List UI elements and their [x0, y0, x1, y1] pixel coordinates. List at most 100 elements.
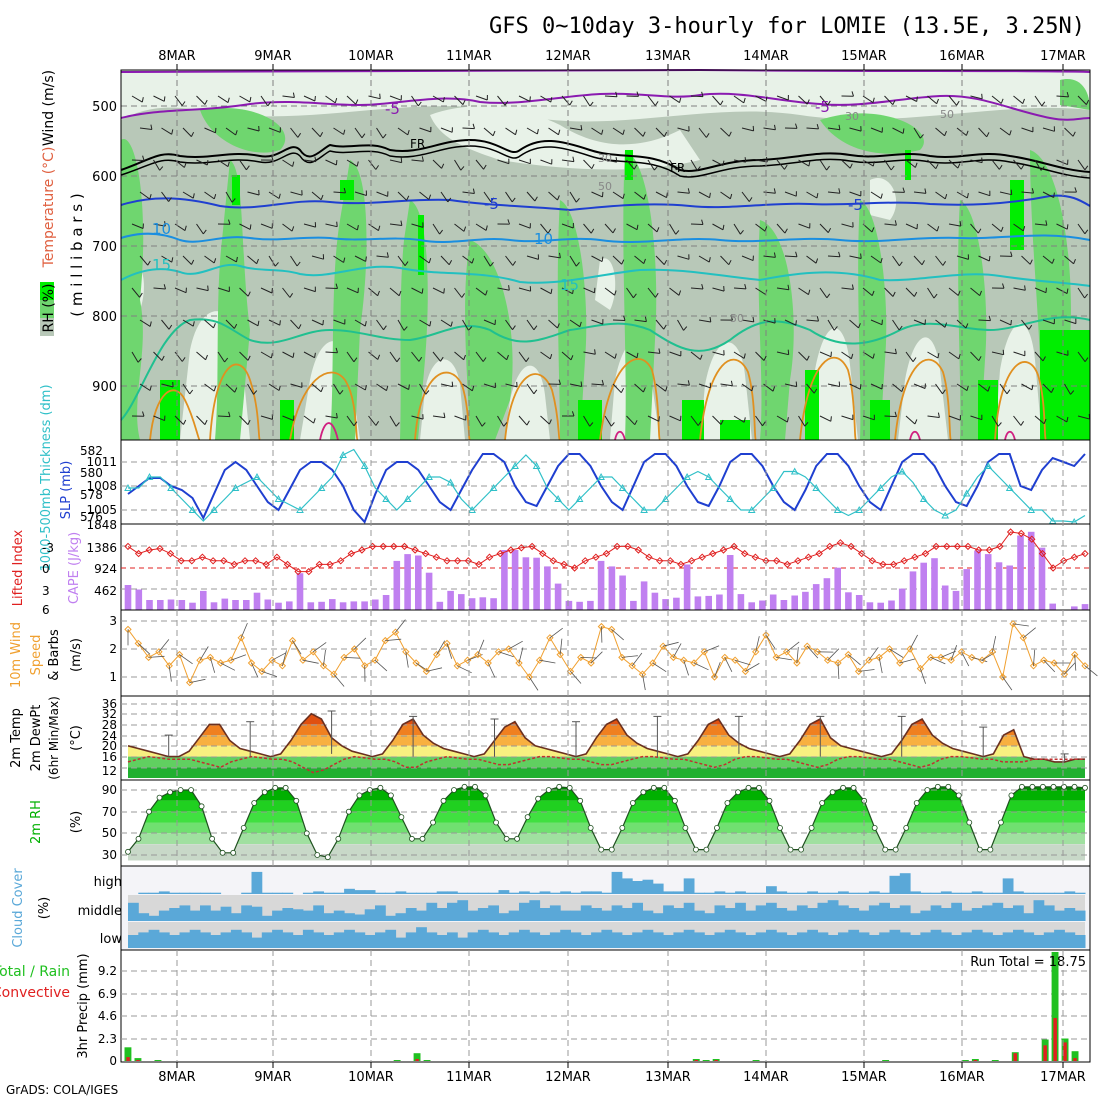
wind-barb-10m	[878, 657, 883, 674]
wind-barb-flag	[1029, 259, 1033, 265]
legend-temperature: Temperature (°C)	[41, 147, 57, 269]
wind-speed-point	[556, 650, 564, 659]
wind-barb	[268, 383, 280, 391]
wind-barb-10m	[549, 627, 563, 639]
wind-barb-10m	[930, 657, 946, 665]
wind-speed-point	[504, 645, 513, 653]
cloud-bar	[169, 892, 180, 894]
cape-bar	[501, 550, 508, 610]
thickness-point	[468, 505, 476, 513]
date-label-bottom: 8MAR	[158, 1070, 195, 1085]
cloud-bar	[632, 881, 643, 894]
wind-barb-10m	[230, 654, 247, 661]
wind-barb-flag	[313, 418, 316, 424]
wind-barb	[978, 255, 990, 262]
date-label-top: 9MAR	[254, 49, 291, 64]
wind-speed-point	[1019, 634, 1028, 642]
rh2m-point	[282, 784, 289, 791]
cloud-bar	[591, 932, 602, 948]
cloud-bar	[1002, 908, 1014, 921]
wind-barb-flag	[894, 411, 897, 417]
rh2m-point	[198, 803, 205, 810]
rh2m-point	[514, 835, 520, 842]
li-line	[127, 531, 1086, 573]
cloud-bar	[447, 932, 458, 948]
wind-barb	[1064, 255, 1074, 265]
cloud-bar	[488, 932, 499, 948]
cloud-bar	[940, 908, 952, 921]
wind-barb	[948, 223, 961, 227]
wind-barb-flag	[247, 355, 251, 361]
wind-barb-flag	[512, 325, 516, 330]
cloud-bar	[642, 929, 654, 948]
wind-barb	[368, 223, 379, 232]
temp2m-label-a: 2m Temp	[9, 708, 24, 768]
wind-barb-10m	[724, 657, 733, 672]
wind-barb-10m	[868, 647, 879, 661]
wind-barb	[948, 159, 959, 169]
cloud-bar	[817, 902, 829, 921]
wind-barb	[268, 255, 276, 267]
wind-barb	[1056, 223, 1068, 230]
cloud-bar	[714, 932, 726, 948]
wind-barb-10m	[714, 661, 721, 678]
cape-tick: 924	[94, 562, 117, 576]
cloud-bar	[323, 913, 335, 921]
cloud-bar	[395, 937, 407, 948]
cloud-bar	[302, 929, 314, 948]
cape-bar	[898, 588, 906, 610]
cloud-bar	[436, 908, 448, 921]
wind-barb-10m	[138, 643, 151, 655]
rh2m-point	[682, 825, 689, 831]
wind-speed-point	[721, 653, 729, 662]
wind-barb-10m	[344, 657, 361, 659]
wind-barb	[583, 159, 593, 170]
wind-barb	[475, 287, 486, 296]
wind-barb	[196, 287, 209, 292]
cape-bar	[1071, 606, 1078, 610]
wind-speed-point	[412, 659, 420, 667]
rh2m-point	[998, 819, 1004, 826]
cloud-bar	[899, 932, 911, 948]
wind-barb	[462, 127, 475, 130]
wind-barb	[497, 351, 508, 361]
cloud-bar	[488, 892, 499, 894]
wind-barb	[690, 351, 701, 360]
wind-barb	[1021, 255, 1031, 265]
wind-barb	[282, 351, 294, 359]
cloud-bar	[251, 906, 263, 921]
wind-barb-flag	[335, 283, 338, 289]
cape-bar	[1006, 565, 1013, 610]
wind-barb	[712, 287, 725, 292]
cloud-bar	[539, 891, 551, 894]
cloud-bar	[663, 891, 674, 894]
cape-bar	[1081, 604, 1089, 610]
wind-barb-flag	[279, 320, 281, 326]
wind-barb-flag	[1045, 220, 1048, 226]
wind-speed-point	[607, 625, 616, 634]
wind-barb	[905, 415, 916, 425]
rh2m-point	[356, 792, 363, 799]
cloud-bar	[158, 891, 170, 894]
rh2m-point	[535, 795, 541, 802]
wind-barb-flag	[507, 219, 510, 225]
slp-gridlines	[121, 461, 1090, 511]
wind-barb-flag	[377, 290, 380, 296]
wind-barb-flag	[503, 422, 508, 427]
wind-speed-point	[422, 667, 431, 676]
wind-barb	[591, 127, 602, 135]
rh2m-point	[850, 784, 857, 791]
wind-barb-10m	[158, 639, 170, 653]
wind-barb-flag	[183, 419, 187, 425]
cloud-bar	[375, 905, 386, 921]
cape-bar	[608, 566, 616, 610]
cape-bar	[425, 572, 433, 610]
cloud-bar	[694, 910, 705, 921]
temp-tick: 16	[102, 750, 117, 764]
wind-barb-flag	[981, 93, 983, 99]
cloud-bar	[200, 932, 211, 948]
wind-barb-flag	[701, 219, 704, 225]
rh2m-point	[924, 787, 931, 793]
wind-barb-flag	[894, 220, 897, 226]
wind-barb-flag	[944, 131, 947, 136]
